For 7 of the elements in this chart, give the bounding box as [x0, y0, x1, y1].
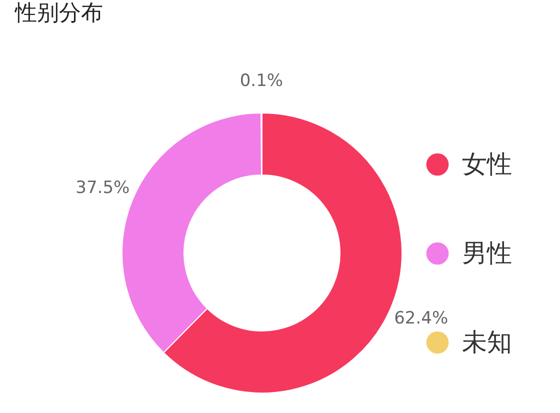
data-label: 0.1% [240, 71, 284, 91]
data-label: 62.4% [394, 308, 448, 328]
legend-label: 女性 [462, 150, 512, 178]
legend-label: 未知 [462, 328, 512, 356]
legend-label: 男性 [462, 238, 512, 268]
data-label: 37.5% [76, 178, 130, 198]
chart-title: 性别分布 [14, 1, 103, 26]
